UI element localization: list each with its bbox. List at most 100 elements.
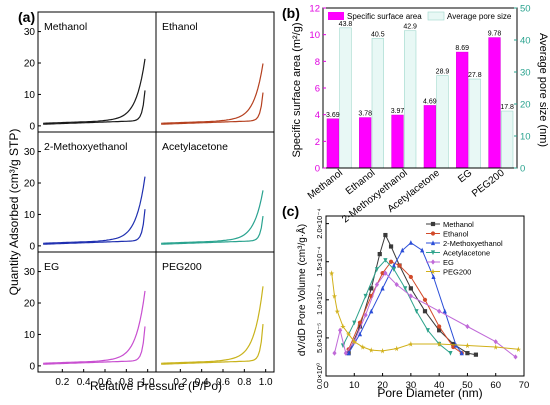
c-xtick-label: 10 <box>349 380 360 391</box>
b-ytick-right-label: 10 <box>520 132 531 143</box>
c-data-point <box>403 286 408 291</box>
c-data-point <box>391 262 396 268</box>
c-xtick-label: 20 <box>377 380 388 391</box>
b-ytick-left-label: 0 <box>315 164 320 175</box>
c-data-point <box>388 244 394 249</box>
b-ytick-left-label: 8 <box>315 57 320 68</box>
a-ylabel: Quantity Adsorbed (cm³/g STP) <box>7 129 21 296</box>
a-xtick-label: 0.6 <box>216 377 230 388</box>
bar-surface-area <box>326 118 339 169</box>
a-xtick-label: 0.8 <box>119 377 133 388</box>
isotherm-desorption-1 <box>161 63 264 124</box>
c-data-point <box>493 344 499 350</box>
c-data-point <box>408 341 414 347</box>
isotherm-plot: Methanol Ethanol 2-Methoxyethanol Acetylace… <box>24 11 275 388</box>
a-xtick-label: 0.8 <box>237 377 251 388</box>
bar-surface-area <box>359 117 372 169</box>
a-xtick-label: 0.4 <box>195 377 209 388</box>
c-legend-label: EG <box>443 258 454 267</box>
c-data-point <box>473 352 479 357</box>
a-xtick-label: 0.4 <box>77 377 91 388</box>
bar-pore-size-label: 28.9 <box>436 69 450 76</box>
b-ytick-left-label: 2 <box>315 137 320 148</box>
panel-a: (a) Methanol Ethanol 2-Methoxyethanol Acety… <box>7 9 275 393</box>
a-ytick-label: 10 <box>24 210 36 221</box>
c-data-point <box>408 286 413 291</box>
b-ylabel-right: Average pore size (nm) <box>537 33 549 147</box>
c-data-point <box>380 271 385 276</box>
c-data-point <box>437 308 442 314</box>
b-category-label: Methanol <box>306 168 345 202</box>
c-data-point <box>430 221 436 227</box>
bar-pore-size <box>339 27 352 169</box>
bar-pore-size-label: 27.8 <box>468 72 482 79</box>
panel-b: (b) 3.6943.8Methanol3.7840.5Ethanol3.974… <box>282 4 549 226</box>
c-data-point <box>422 309 428 314</box>
c-data-point <box>408 293 413 299</box>
isotherm-adsorption-0 <box>43 90 146 125</box>
legend-label-surface-area: Specific surface area <box>347 12 422 21</box>
c-ytick-label: 0.0×10⁰ <box>315 363 324 389</box>
c-data-point <box>422 297 428 302</box>
c-series-4 <box>332 270 518 360</box>
c-data-point <box>340 323 346 330</box>
c-data-point <box>465 323 470 330</box>
c-data-point <box>383 270 388 276</box>
c-data-point <box>360 344 366 350</box>
bar-pore-size <box>501 110 514 169</box>
c-series-5 <box>328 270 522 354</box>
c-data-point <box>369 286 374 291</box>
c-data-point <box>332 350 337 356</box>
panel-label-b: (b) <box>282 5 300 21</box>
subplot-label: 2-Methoxyethanol <box>44 141 127 153</box>
c-data-point <box>383 258 388 263</box>
c-data-point <box>448 351 453 356</box>
c-data-point <box>437 328 442 333</box>
c-series-line <box>348 242 463 354</box>
bar-pore-size-label: 40.5 <box>371 31 385 38</box>
c-data-point <box>430 250 436 256</box>
c-data-point <box>442 308 447 314</box>
c-xtick-label: 0 <box>323 380 328 391</box>
bar-surface-area <box>456 51 469 169</box>
bar-surface-area-label: 9.78 <box>488 31 502 38</box>
c-data-point <box>328 270 335 276</box>
b-category-label: EG <box>456 168 474 186</box>
subplot-label: Ethanol <box>162 21 198 33</box>
a-xtick-label: 0.6 <box>98 377 112 388</box>
panel-c: (c) 0 10 20 30 40 50 60 70 0.0×10⁰ 5.0×10⁻⁵ 1.0×10… <box>282 203 529 400</box>
c-data-point <box>451 344 456 350</box>
c-ytick-label: 5.0×10⁻⁵ <box>315 323 324 353</box>
c-xtick-label: 40 <box>434 380 445 391</box>
subplot-label: PEG200 <box>162 261 202 273</box>
b-ytick-left-label: 12 <box>309 4 320 15</box>
b-ytick-left-label: 4 <box>315 110 320 121</box>
c-legend-label: Ethanol <box>443 230 469 239</box>
c-data-point <box>430 268 436 275</box>
c-legend-label: Methanol <box>443 220 474 229</box>
c-data-point <box>351 338 357 345</box>
c-data-point <box>431 274 436 280</box>
b-ytick-right-label: 20 <box>520 100 531 111</box>
isotherm-desorption-5 <box>161 286 264 364</box>
isotherm-adsorption-3 <box>161 216 264 245</box>
b-ytick-right-label: 40 <box>520 36 531 47</box>
bar-surface-area-label: 3.78 <box>358 111 372 118</box>
c-data-point <box>430 259 436 265</box>
a-xtick-label: 1.0 <box>259 377 273 388</box>
bar-surface-area-label: 3.69 <box>326 112 340 119</box>
c-ylabel: dV/dD Pore Volume (cm³/g·Å) <box>295 224 308 356</box>
c-data-point <box>357 324 363 329</box>
c-data-point <box>388 259 394 264</box>
c-data-point <box>408 274 413 280</box>
a-ytick-label: 0 <box>29 121 35 132</box>
c-data-point <box>436 341 442 347</box>
bar-pore-size-label: 43.8 <box>339 21 353 28</box>
bar-pore-size-label: 17.8 <box>500 104 514 111</box>
a-ytick-label: 20 <box>24 179 36 190</box>
c-legend-label: Acetylacetone <box>443 249 490 258</box>
isotherm-desorption-0 <box>43 58 146 124</box>
a-xlabel: Relative Pressure (P/Po) <box>90 379 222 393</box>
c-frame <box>325 215 525 377</box>
